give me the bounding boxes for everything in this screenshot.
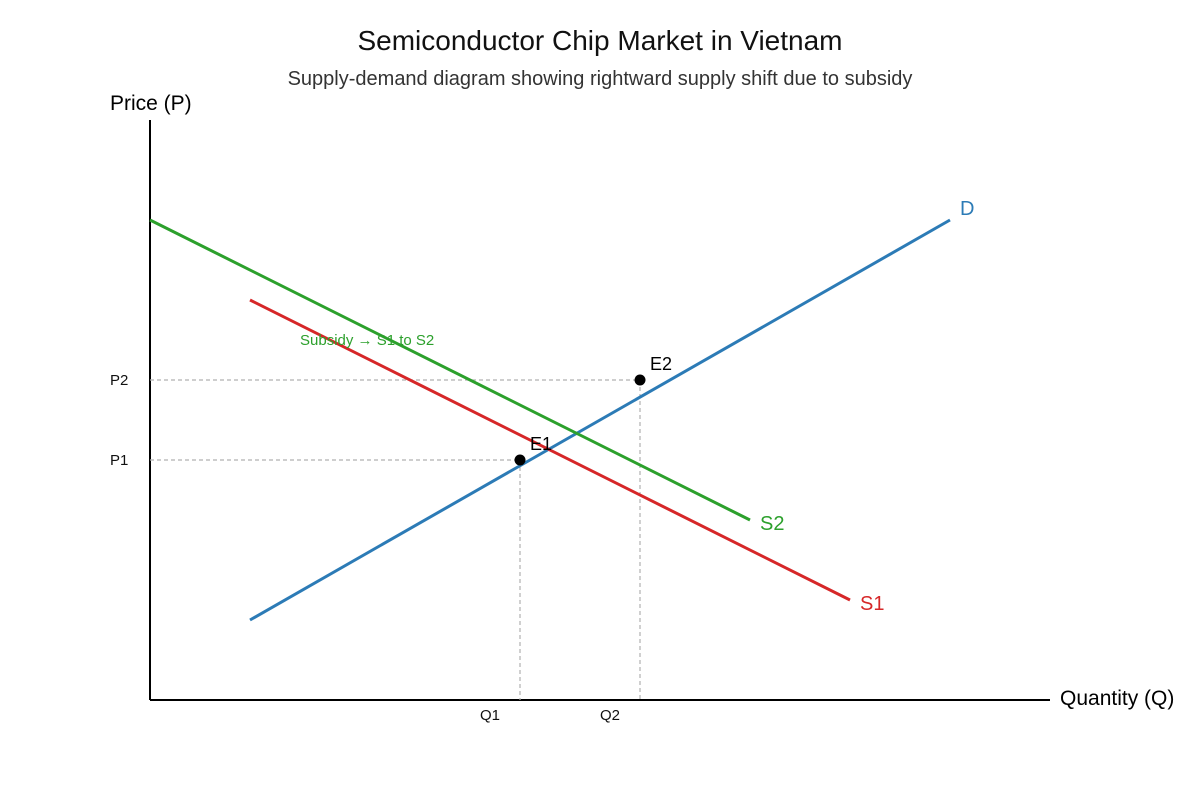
chart-annotations: Subsidy → S1 to S2 bbox=[300, 332, 434, 349]
s2-curve bbox=[149, 218, 751, 522]
s1-curve bbox=[249, 298, 851, 602]
x-axis-label: Quantity (Q) bbox=[1060, 687, 1174, 710]
subsidy-annotation: Subsidy → S1 to S2 bbox=[300, 332, 434, 349]
p1-tick-label: P1 bbox=[110, 452, 128, 469]
e1-point-label: E1 bbox=[530, 434, 552, 454]
p2-tick-label: P2 bbox=[110, 372, 128, 389]
y-axis-label: Price (P) bbox=[110, 92, 192, 115]
e2-point bbox=[634, 374, 646, 386]
q1-tick-label: Q1 bbox=[480, 707, 500, 724]
e1-point bbox=[514, 454, 526, 466]
axis-tick-labels: Q1 Q2 P1 P2 bbox=[110, 372, 620, 724]
curve-labels: D S1 S2 bbox=[760, 198, 974, 615]
d-curve-label: D bbox=[960, 198, 974, 220]
equilibrium-points: E1 E2 bbox=[514, 354, 672, 466]
d-curve bbox=[249, 218, 951, 622]
chart-subtitle: Supply-demand diagram showing rightward … bbox=[288, 68, 913, 90]
s2-curve-label: S2 bbox=[760, 513, 784, 535]
e2-point-label: E2 bbox=[650, 354, 672, 374]
s1-curve-label: S1 bbox=[860, 593, 884, 615]
chart-title: Semiconductor Chip Market in Vietnam bbox=[357, 25, 842, 56]
guide-lines bbox=[150, 379, 641, 700]
curve-lines bbox=[149, 218, 951, 622]
q2-tick-label: Q2 bbox=[600, 707, 620, 724]
